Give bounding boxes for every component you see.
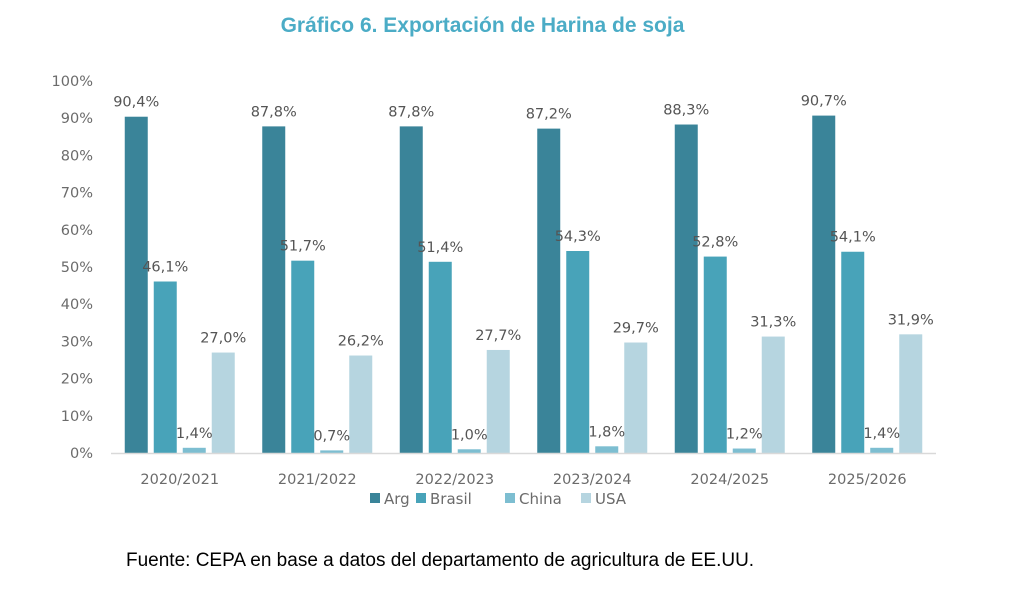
data-label: 54,1% [830,230,876,246]
y-tick-label: 100% [52,74,93,90]
data-labels-layer: 90,4% 46,1% 1,4% 27,0% 87,8% 51,7% 0,7% 26,2% 87… [113,94,934,445]
bar-usa [211,352,235,453]
data-label: 87,8% [388,104,434,120]
data-label: 54,3% [555,229,601,245]
x-axis: 2020/2021 2021/2022 2022/2023 2023/2024 2024… [140,472,906,488]
y-tick-label: 0% [70,446,93,462]
bar-usa [624,342,648,453]
y-tick-label: 10% [61,409,93,425]
y-tick-label: 50% [61,260,93,276]
bar-arg [262,126,286,453]
legend-swatch-china [505,493,515,503]
bar-usa [486,349,510,453]
y-tick-label: 30% [61,334,93,350]
data-label: 31,3% [750,315,796,331]
y-tick-label: 20% [61,372,93,388]
y-axis: 0% 10% 20% 30% 40% 50% 60% 70% 80% 90% 100% [52,74,93,462]
data-label: 87,2% [526,107,572,123]
y-tick-label: 60% [61,223,93,239]
bar-china [732,448,756,453]
x-tick-label: 2025/2026 [828,472,907,488]
data-label: 1,0% [451,427,488,443]
y-tick-label: 40% [61,297,93,313]
bar-usa [761,336,785,453]
x-tick-label: 2024/2025 [690,472,769,488]
bar-china [457,449,481,453]
bar-brasil [841,251,865,453]
data-label: 1,4% [176,426,213,442]
data-label: 29,7% [613,321,659,337]
data-label: 87,8% [251,104,297,120]
bar-china [182,447,206,453]
bar-arg [399,126,423,453]
bar-brasil [428,261,452,453]
legend-swatch-brasil [416,493,426,503]
bar-arg [812,115,836,453]
bar-china [595,446,619,453]
data-label: 88,3% [663,103,709,119]
bars-layer [124,115,923,454]
x-tick-label: 2020/2021 [140,472,219,488]
bar-chart: 0% 10% 20% 30% 40% 50% 60% 70% 80% 90% 100% 90,4% 4… [52,74,936,508]
data-label: 31,9% [888,312,934,328]
legend-label: USA [595,490,627,508]
data-label: 1,8% [588,424,625,440]
y-tick-label: 80% [61,148,93,164]
bar-brasil [153,281,177,453]
bar-usa [899,334,923,453]
bar-arg [537,128,561,453]
bar-arg [674,124,698,454]
data-label: 51,4% [417,240,463,256]
chart-title: Gráfico 6. Exportación de Harina de soja [280,14,685,37]
data-label: 51,7% [280,239,326,255]
legend: Arg Brasil China USA [370,490,627,508]
data-label: 1,4% [863,426,900,442]
data-label: 90,4% [113,95,159,111]
source-note: Fuente: CEPA en base a datos del departa… [126,550,755,571]
legend-swatch-usa [581,493,591,503]
bar-brasil [566,251,590,453]
bar-brasil [291,260,315,453]
legend-swatch-arg [370,493,380,503]
x-tick-label: 2022/2023 [415,472,494,488]
legend-label: Arg [384,490,410,508]
bar-china [870,447,894,453]
data-label: 90,7% [801,94,847,110]
bar-china [320,450,344,453]
data-label: 27,0% [200,331,246,347]
x-tick-label: 2023/2024 [553,472,632,488]
data-label: 52,8% [692,235,738,251]
data-label: 1,2% [726,427,763,443]
legend-label: Brasil [430,490,472,508]
bar-brasil [703,256,727,453]
legend-label: China [519,490,562,508]
data-label: 46,1% [142,260,188,276]
data-label: 26,2% [338,334,384,350]
x-tick-label: 2021/2022 [278,472,357,488]
y-tick-label: 70% [61,186,93,202]
bar-usa [349,355,373,453]
y-tick-label: 90% [61,111,93,127]
bar-arg [124,116,148,453]
data-label: 0,7% [313,428,350,444]
data-label: 27,7% [475,328,521,344]
